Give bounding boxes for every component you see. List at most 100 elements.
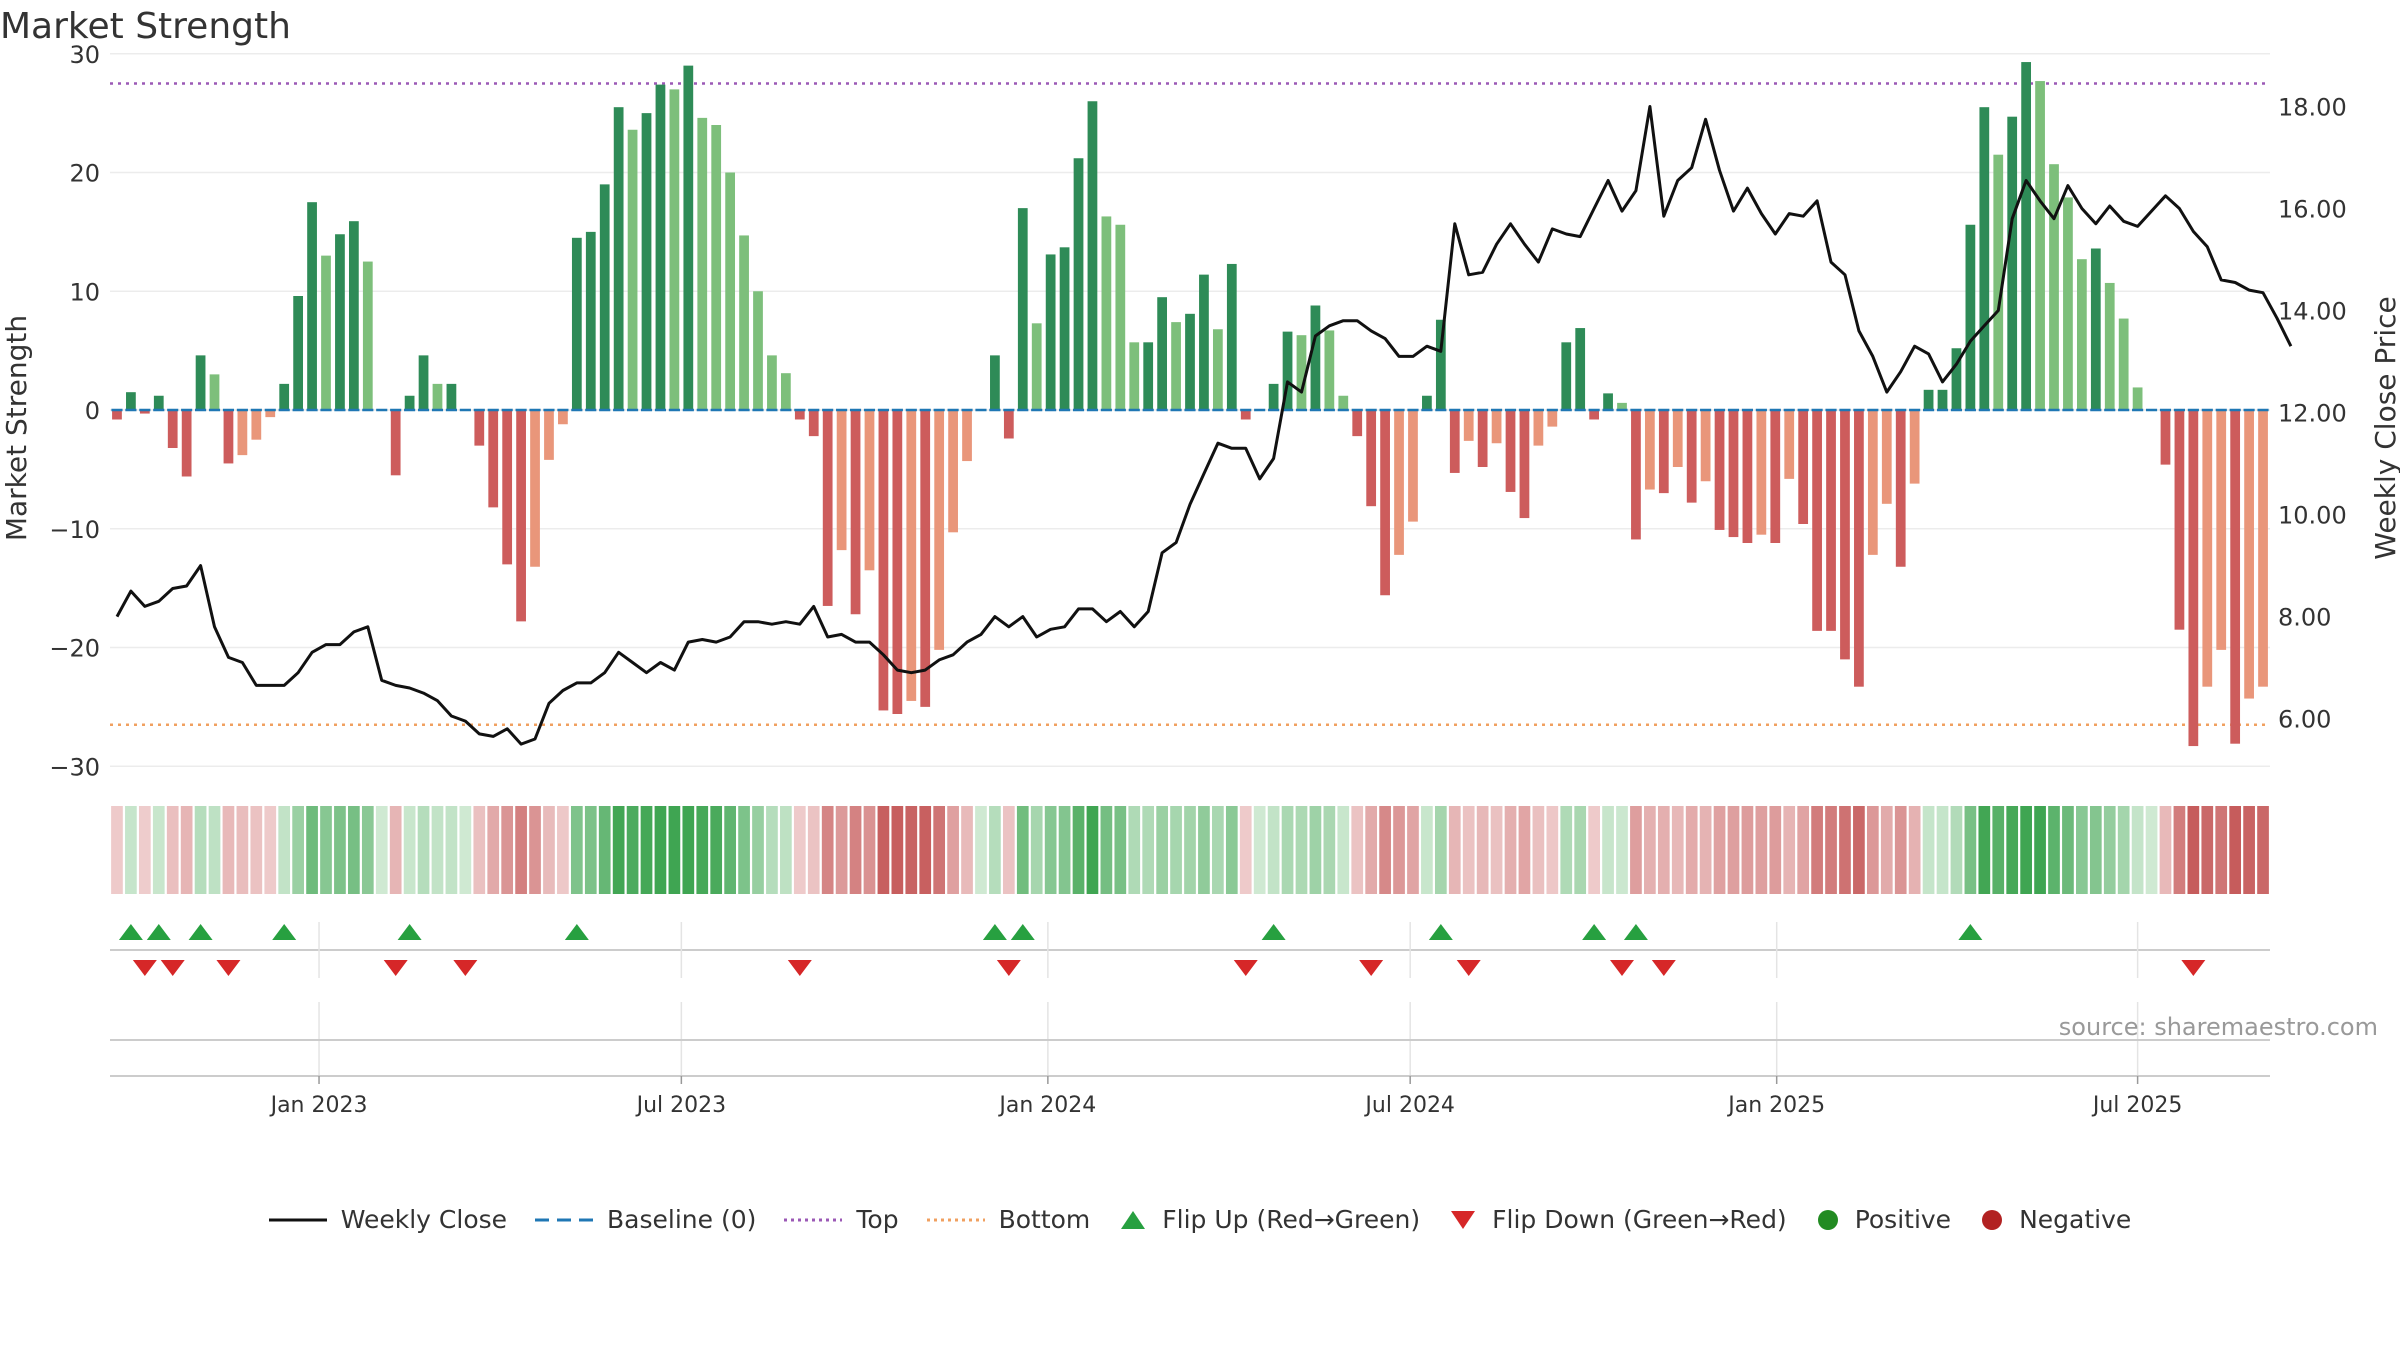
legend-label: Negative: [2019, 1205, 2132, 1234]
strength-bar: [1408, 410, 1418, 522]
flip-up-marker: [1623, 924, 1648, 940]
strip-cell: [1309, 806, 1322, 894]
strength-bar: [641, 113, 652, 410]
strength-bar: [1533, 410, 1544, 446]
strip-cell: [2173, 806, 2186, 894]
strip-cell: [905, 806, 918, 894]
strip-cell: [1644, 806, 1656, 894]
strip-cell: [1100, 806, 1113, 894]
strip-cell: [1476, 806, 1489, 894]
legend: Weekly Close Baseline (0) Top Bottom Fli…: [0, 1205, 2400, 1234]
strength-bar: [1115, 224, 1126, 410]
flip-down-marker: [1610, 960, 1634, 976]
strip-cell: [1853, 806, 1865, 894]
strength-bar: [1617, 402, 1627, 410]
y2-tick-label: 18.00: [2278, 94, 2347, 122]
strength-bar: [2202, 410, 2213, 687]
strip-cell: [1407, 806, 1419, 894]
strip-cell: [292, 806, 304, 894]
strip-cell: [1504, 806, 1517, 894]
legend-line-icon: [268, 1215, 327, 1225]
strip-cell: [1044, 806, 1057, 894]
strip-cell: [849, 806, 862, 894]
strip-cell: [320, 806, 332, 894]
strip-cell: [2145, 806, 2158, 894]
strength-bar: [2160, 410, 2171, 465]
strength-bar: [697, 117, 708, 410]
strength-bar: [1881, 410, 1892, 504]
flip-down-marker: [383, 960, 408, 976]
strength-bar: [1282, 331, 1293, 410]
strip-cell: [1253, 806, 1266, 894]
strip-cell: [2103, 806, 2116, 894]
strength-bar: [1965, 224, 1976, 410]
strength-bar: [864, 410, 875, 571]
strength-bar: [2049, 164, 2059, 410]
strength-bar: [1937, 389, 1948, 410]
y-tick-label: −10: [49, 516, 100, 544]
strip-cell: [989, 806, 1001, 894]
strip-cell: [710, 806, 723, 894]
strength-bar: [167, 410, 178, 448]
strip-cell: [598, 806, 611, 894]
flip-up-marker: [1428, 924, 1453, 940]
strength-bar: [1380, 410, 1390, 596]
circle-icon: [1979, 1207, 2005, 1233]
strip-cell: [250, 806, 263, 894]
legend-dotted-icon: [926, 1215, 985, 1225]
strip-cell: [1434, 806, 1447, 894]
strip-cell: [668, 806, 681, 894]
flip-down-marker: [453, 960, 478, 976]
strip-cell: [1086, 806, 1099, 894]
strength-bar: [1491, 410, 1502, 444]
strip-cell: [1351, 806, 1364, 894]
strip-cell: [1783, 806, 1796, 894]
strength-bar: [1449, 410, 1460, 473]
strip-cell: [2048, 806, 2060, 894]
strength-bar: [558, 410, 568, 425]
strength-bar: [1505, 410, 1516, 492]
strength-bar: [195, 355, 206, 410]
strip-cell: [1030, 806, 1043, 894]
strip-cell: [877, 806, 890, 894]
strength-bar: [1909, 410, 1920, 484]
strength-bar: [488, 410, 499, 508]
flip-down-marker: [1651, 960, 1676, 976]
strength-bar: [251, 410, 262, 440]
flip-down-marker: [216, 960, 241, 976]
axis-layer: 30 20 10 0 −10 −20 −30 18.00 16.00 14.00 12.00 10.0…: [0, 41, 2400, 782]
flip-up-marker: [118, 924, 143, 940]
strength-bar: [599, 184, 610, 410]
strength-bar: [1422, 395, 1432, 410]
strip-cell: [417, 806, 430, 894]
strip-cell: [1114, 806, 1127, 894]
strength-bar: [432, 383, 443, 410]
strip-cell: [1825, 806, 1837, 894]
flip-down-marker: [1233, 960, 1258, 976]
strip-cell: [1379, 806, 1391, 894]
strip-cell: [933, 806, 946, 894]
strip-cell: [1769, 806, 1782, 894]
strip-cell: [1880, 806, 1893, 894]
strip-cell: [1128, 806, 1141, 894]
strip-cell: [1002, 806, 1015, 894]
strip-cell: [1295, 806, 1308, 894]
flip-up-marker: [564, 924, 589, 940]
legend-item-negative: Negative: [1979, 1205, 2131, 1234]
strength-bar: [1854, 410, 1864, 687]
flip-up-marker: [397, 924, 422, 940]
strip-cell: [1602, 806, 1614, 894]
strip-cell: [111, 806, 123, 894]
strip-cell: [696, 806, 709, 894]
legend-item-bottom: Bottom: [926, 1205, 1090, 1234]
strip-cell: [431, 806, 444, 894]
weekly-close-line: [115, 105, 2293, 746]
strip-cell: [1337, 806, 1350, 894]
strip-cell: [1072, 806, 1085, 894]
flip-up-marker: [982, 924, 1007, 940]
legend-dash-icon: [535, 1215, 594, 1225]
strip-cell: [1978, 806, 1991, 894]
strip-cell: [766, 806, 778, 894]
strength-bar: [1812, 410, 1822, 631]
flip-markers: [110, 924, 2270, 976]
